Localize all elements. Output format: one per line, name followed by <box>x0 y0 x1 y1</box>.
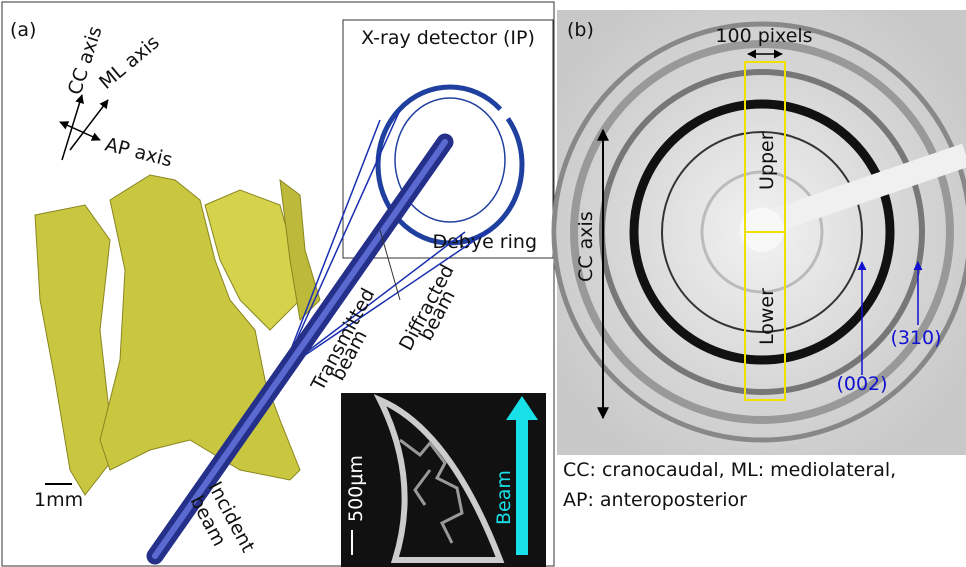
axes-symbol <box>59 94 109 161</box>
beam-arrow <box>506 396 538 555</box>
bone <box>34 174 321 496</box>
debye-ring-inner <box>394 97 506 223</box>
inset-beam-label: Beam <box>493 470 515 525</box>
beam-stop <box>758 143 966 237</box>
ml-axis-label: ML axis <box>95 31 164 94</box>
panel-b: (b) 100 pixels Upper Lower CC axis (002)… <box>551 10 966 511</box>
leader <box>379 229 401 301</box>
cc-axis-label: CC axis <box>64 24 107 98</box>
peak-label: (002) <box>836 373 887 395</box>
panel-label: (b) <box>567 19 594 41</box>
inset-scale-label: 500μm <box>345 455 367 522</box>
panel-label: (a) <box>10 19 36 41</box>
lower-label: Lower <box>756 288 778 345</box>
panel-a: (a) CC axis ML axis AP axis X-ray detect… <box>1 1 555 567</box>
ap-axis-label: AP axis <box>103 134 175 172</box>
beam-stop-center <box>740 208 784 252</box>
diffraction-cone <box>282 109 491 371</box>
detector-label: X-ray detector (IP) <box>361 27 535 49</box>
caption: CC: cranocaudal, ML: mediolateral, <box>563 459 896 481</box>
inset-bone <box>373 394 505 563</box>
panel-frame <box>1 1 555 567</box>
beam-highlight <box>152 139 448 559</box>
upper-label: Upper <box>756 132 778 190</box>
width-label: 100 pixels <box>715 25 812 47</box>
caption: AP: anteroposterior <box>563 489 747 511</box>
cc-axis-label: CC axis <box>575 211 597 282</box>
inset: 500μm Beam <box>341 393 546 567</box>
scale-bar-label: 1mm <box>34 489 83 511</box>
peak-label: (310) <box>890 327 941 349</box>
